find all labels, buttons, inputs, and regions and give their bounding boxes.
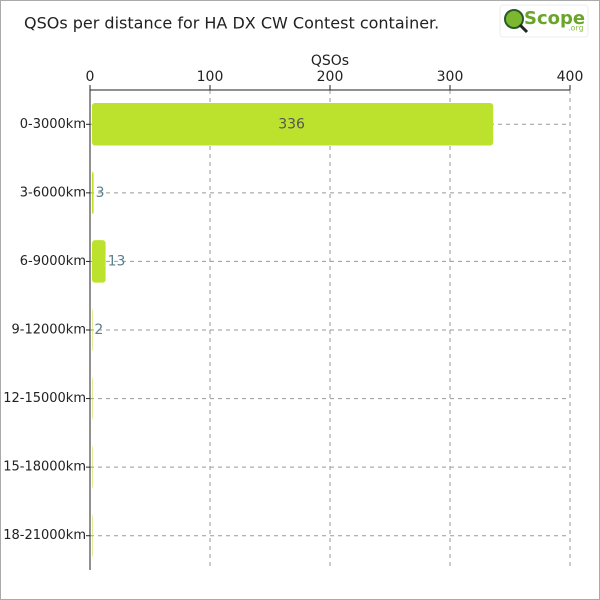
bar xyxy=(92,377,93,420)
chart-title: QSOs per distance for HA DX CW Contest c… xyxy=(24,14,439,33)
x-axis-label: QSOs xyxy=(311,53,349,69)
data-label: 3 xyxy=(96,185,105,201)
bar xyxy=(92,240,106,283)
y-tick-label: 3-6000km xyxy=(20,185,86,200)
bar xyxy=(92,445,93,489)
y-tick-label: 12-15000km xyxy=(3,391,86,406)
logo-icon-handle xyxy=(518,23,529,34)
data-label: 336 xyxy=(278,116,305,132)
y-tick-label: 6-9000km xyxy=(20,254,86,269)
x-tick-label: 0 xyxy=(86,69,95,85)
x-tick-label: 300 xyxy=(437,69,464,85)
bar xyxy=(92,103,494,146)
logo-icon xyxy=(504,9,524,29)
y-tick-label: 0-3000km xyxy=(20,117,86,132)
logo-suffix: .org xyxy=(568,24,584,33)
x-tick-label: 100 xyxy=(197,69,224,85)
bar xyxy=(92,514,93,557)
bar xyxy=(92,308,93,352)
logo-name: Scope xyxy=(524,8,585,29)
y-tick-label: 15-18000km xyxy=(3,460,86,475)
y-tick-label: 9-12000km xyxy=(11,323,86,338)
x-tick-label: 400 xyxy=(557,69,584,85)
data-label: 13 xyxy=(108,253,126,269)
x-tick-label: 200 xyxy=(317,69,344,85)
y-tick-label: 18-21000km xyxy=(3,528,86,543)
logo: Scope .org xyxy=(499,4,589,38)
data-label: 2 xyxy=(94,322,103,338)
bar xyxy=(92,171,94,215)
